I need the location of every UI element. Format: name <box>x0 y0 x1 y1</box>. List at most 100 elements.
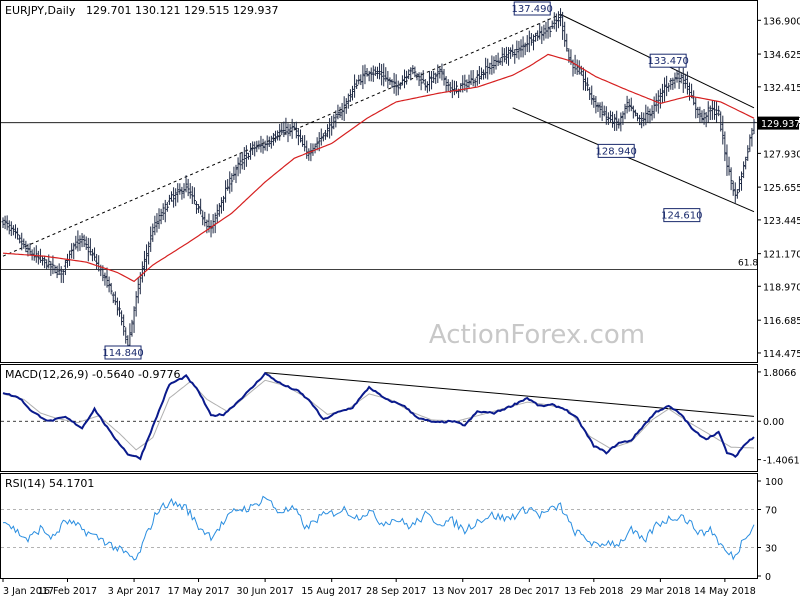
price-y-tick-label: 136.900 <box>763 16 800 27</box>
ohlc-bar <box>677 65 681 89</box>
price-y-tick-label: 125.655 <box>763 183 800 194</box>
ohlc-bar <box>534 32 538 42</box>
chart-watermark: ActionForex.com <box>429 320 645 350</box>
ohlc-bar <box>61 269 65 284</box>
ohlc-bar <box>627 98 631 112</box>
trendline-down-lower <box>512 107 755 213</box>
ohlc-bar <box>469 70 473 86</box>
macd-main-line <box>2 371 755 461</box>
ohlc-bar <box>409 67 413 81</box>
ohlc-bar <box>737 176 741 193</box>
ohlc-bar <box>155 213 159 233</box>
ohlc-bar <box>681 67 685 93</box>
ohlc-bar <box>619 112 623 132</box>
ohlc-bar <box>631 105 635 119</box>
ohlc-bar <box>700 110 704 123</box>
ohlc-bar <box>640 112 644 129</box>
ohlc-bar <box>477 66 481 84</box>
ohlc-bar <box>251 141 255 156</box>
ohlc-bar <box>80 233 84 248</box>
ohlc-bar <box>194 201 198 214</box>
ohlc-bar <box>321 133 325 142</box>
rsi-y-tick-label: 0 <box>765 572 771 583</box>
ohlc-bar <box>748 134 752 152</box>
ohlc-bar <box>32 247 36 261</box>
ohlc-bar <box>184 175 188 193</box>
ohlc-bar <box>149 226 153 252</box>
x-tick-label: 13 Feb 2018 <box>564 586 623 597</box>
ohlc-bar <box>417 72 421 87</box>
ohlc-bar <box>49 261 53 276</box>
price-panel <box>0 0 758 363</box>
ohlc-bar <box>388 77 392 85</box>
ohlc-bar <box>484 57 488 79</box>
rsi-y-tick-label: 70 <box>765 506 777 517</box>
ohlc-bar <box>36 250 40 265</box>
svg-text:114.840: 114.840 <box>102 348 143 359</box>
ohlc-bar <box>199 198 203 215</box>
ohlc-bar <box>132 306 136 333</box>
ohlc-bar <box>215 204 219 224</box>
x-tick-label: 29 Mar 2018 <box>630 586 690 597</box>
ohlc-bar <box>369 67 373 82</box>
ohlc-bar <box>172 187 176 208</box>
ohlc-bar <box>230 173 234 192</box>
ohlc-bar <box>353 74 357 98</box>
ohlc-bar <box>638 114 642 126</box>
ohlc-bar <box>658 88 662 109</box>
svg-text:129.937: 129.937 <box>761 119 800 130</box>
ohlc-bar <box>502 48 506 63</box>
ohlc-bar <box>78 235 82 251</box>
ohlc-bar <box>696 106 700 119</box>
ohlc-bar <box>690 83 694 99</box>
ohlc-bar <box>615 110 619 131</box>
ohlc-bar <box>115 297 119 316</box>
ohlc-bar <box>561 11 565 40</box>
ohlc-bar <box>124 327 128 344</box>
ohlc-bar <box>590 85 594 105</box>
ohlc-bar <box>608 110 612 123</box>
ohlc-bar <box>261 138 265 154</box>
moving-average-line <box>2 53 755 283</box>
ohlc-bar <box>371 65 375 82</box>
ohlc-bar <box>450 79 454 99</box>
ohlc-bar <box>538 23 542 40</box>
ohlc-bar <box>650 105 654 121</box>
price-y-tick-label: 118.970 <box>763 282 800 293</box>
ohlc-bar <box>492 56 496 74</box>
ohlc-bar <box>444 76 448 92</box>
ohlc-bar <box>346 93 350 109</box>
macd-y-tick-label: 0.00 <box>763 417 784 428</box>
ohlc-bar <box>378 62 382 80</box>
ohlc-bar <box>274 130 278 143</box>
ohlc-bar <box>319 128 323 146</box>
ohlc-bar <box>93 247 97 261</box>
ohlc-bar <box>330 115 334 136</box>
ohlc-bar <box>523 42 527 56</box>
ohlc-bar <box>513 49 517 64</box>
ohlc-bar <box>145 244 149 271</box>
ohlc-bar <box>246 152 250 160</box>
ohlc-bar <box>717 105 721 117</box>
ohlc-bar <box>594 96 598 114</box>
ohlc-bar <box>413 66 417 78</box>
ohlc-bar <box>394 74 398 96</box>
ohlc-bar <box>43 255 47 269</box>
ohlc-bar <box>24 240 28 253</box>
ohlc-bar <box>255 140 259 153</box>
x-tick-label: 3 Jan 2017 <box>3 586 54 597</box>
ohlc-bar <box>663 77 667 102</box>
ohlc-bar <box>59 266 63 283</box>
price-y-tick-label: 121.170 <box>763 250 800 261</box>
price-annotation-3: 124.610 <box>661 208 703 223</box>
ohlc-bar <box>282 121 286 138</box>
ohlc-bar <box>161 203 165 221</box>
ohlc-bar <box>596 102 600 113</box>
rsi-y-tick-label: 30 <box>765 544 777 555</box>
ohlc-bar <box>463 74 467 92</box>
price-panel-title: EURJPY,Daily <box>5 4 76 17</box>
ohlc-bar <box>380 63 384 86</box>
ohlc-bar <box>109 282 113 295</box>
ohlc-bar <box>103 272 107 286</box>
